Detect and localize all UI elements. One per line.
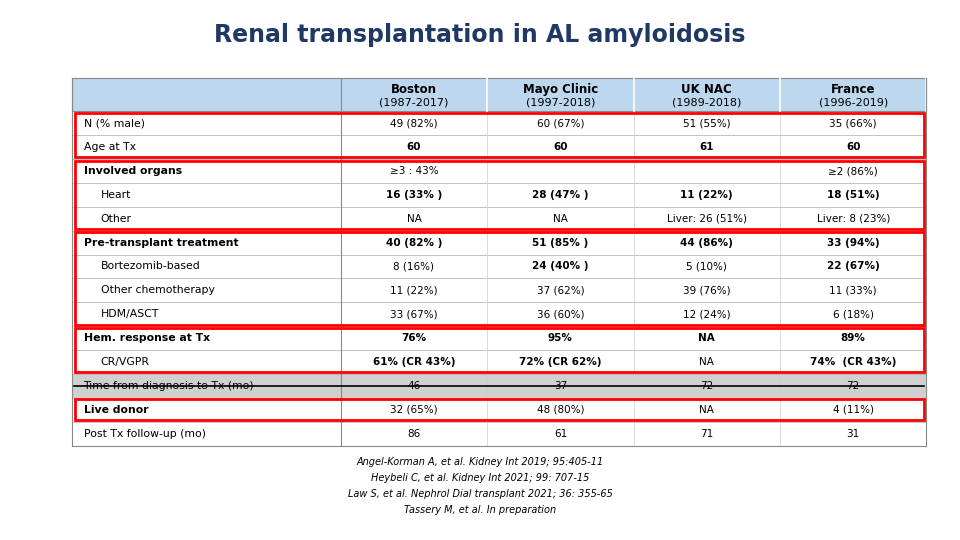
Text: 37 (62%): 37 (62%) <box>537 285 585 295</box>
Text: 4 (11%): 4 (11%) <box>832 404 874 415</box>
Text: CR/VGPR: CR/VGPR <box>101 357 150 367</box>
Text: 31: 31 <box>847 429 860 438</box>
Bar <box>72 231 926 254</box>
Text: 39 (76%): 39 (76%) <box>683 285 731 295</box>
Text: Involved organs: Involved organs <box>84 166 181 176</box>
Text: 11 (22%): 11 (22%) <box>681 190 733 200</box>
Text: 44 (86%): 44 (86%) <box>681 238 733 248</box>
Bar <box>72 78 926 111</box>
Text: Heart: Heart <box>101 190 132 200</box>
Text: 35 (66%): 35 (66%) <box>829 118 877 129</box>
Bar <box>72 207 926 231</box>
Text: Boston: Boston <box>391 83 437 96</box>
Bar <box>72 254 926 279</box>
Bar <box>72 159 926 183</box>
Text: 74%  (CR 43%): 74% (CR 43%) <box>810 357 897 367</box>
Text: ≥2 (86%): ≥2 (86%) <box>828 166 878 176</box>
Text: Tassery M, et al. In preparation: Tassery M, et al. In preparation <box>404 505 556 515</box>
Bar <box>72 374 926 398</box>
Text: 51 (55%): 51 (55%) <box>683 118 731 129</box>
Text: 12 (24%): 12 (24%) <box>683 309 731 319</box>
Text: 8 (16%): 8 (16%) <box>394 261 435 272</box>
Text: (1997-2018): (1997-2018) <box>526 97 595 107</box>
Text: 86: 86 <box>407 429 420 438</box>
Text: Mayo Clinic: Mayo Clinic <box>523 83 598 96</box>
Text: Angel-Korman A, et al. Kidney Int 2019; 95:405-11: Angel-Korman A, et al. Kidney Int 2019; … <box>356 457 604 467</box>
Text: (1987-2017): (1987-2017) <box>379 97 448 107</box>
Bar <box>72 350 926 374</box>
Text: 24 (40% ): 24 (40% ) <box>532 261 588 272</box>
Bar <box>72 279 926 302</box>
Bar <box>72 326 926 350</box>
Text: Other chemotherapy: Other chemotherapy <box>101 285 215 295</box>
Text: 11 (22%): 11 (22%) <box>390 285 438 295</box>
Text: 60: 60 <box>407 142 421 152</box>
Text: NA: NA <box>699 333 715 343</box>
Text: Liver: 26 (51%): Liver: 26 (51%) <box>667 214 747 224</box>
Text: 71: 71 <box>700 429 713 438</box>
Text: 11 (33%): 11 (33%) <box>829 285 877 295</box>
Text: Age at Tx: Age at Tx <box>84 142 135 152</box>
Text: 37: 37 <box>554 381 567 391</box>
Text: Law S, et al. Nephrol Dial transplant 2021; 36: 355-65: Law S, et al. Nephrol Dial transplant 20… <box>348 489 612 499</box>
Text: NA: NA <box>407 214 421 224</box>
Text: 89%: 89% <box>841 333 866 343</box>
Text: 51 (85% ): 51 (85% ) <box>532 238 588 248</box>
Text: 22 (67%): 22 (67%) <box>827 261 879 272</box>
Text: 61: 61 <box>700 142 714 152</box>
Bar <box>72 398 926 422</box>
Text: 95%: 95% <box>548 333 573 343</box>
Text: 16 (33% ): 16 (33% ) <box>386 190 443 200</box>
Text: Bortezomib-based: Bortezomib-based <box>101 261 201 272</box>
Text: (1996-2019): (1996-2019) <box>819 97 888 107</box>
Text: 40 (82% ): 40 (82% ) <box>386 238 443 248</box>
Text: Live donor: Live donor <box>84 404 148 415</box>
Text: HDM/ASCT: HDM/ASCT <box>101 309 159 319</box>
Text: NA: NA <box>553 214 567 224</box>
Text: 61: 61 <box>554 429 567 438</box>
Text: 72% (CR 62%): 72% (CR 62%) <box>519 357 602 367</box>
Text: 6 (18%): 6 (18%) <box>832 309 874 319</box>
Text: 60: 60 <box>846 142 860 152</box>
Text: N (% male): N (% male) <box>84 118 145 129</box>
Text: 18 (51%): 18 (51%) <box>827 190 879 200</box>
Bar <box>72 422 926 446</box>
Text: UK NAC: UK NAC <box>682 83 732 96</box>
Text: 32 (65%): 32 (65%) <box>390 404 438 415</box>
Text: 33 (67%): 33 (67%) <box>390 309 438 319</box>
Text: 60: 60 <box>553 142 567 152</box>
Text: 72: 72 <box>700 381 713 391</box>
Text: 28 (47% ): 28 (47% ) <box>532 190 588 200</box>
Text: 49 (82%): 49 (82%) <box>390 118 438 129</box>
Text: Post Tx follow-up (mo): Post Tx follow-up (mo) <box>84 429 205 438</box>
Bar <box>72 111 926 135</box>
Text: 61% (CR 43%): 61% (CR 43%) <box>372 357 455 367</box>
Text: 60 (67%): 60 (67%) <box>537 118 584 129</box>
Text: 46: 46 <box>407 381 420 391</box>
Text: 76%: 76% <box>401 333 426 343</box>
Text: Heybeli C, et al. Kidney Int 2021; 99: 707-15: Heybeli C, et al. Kidney Int 2021; 99: 7… <box>371 473 589 483</box>
Bar <box>72 302 926 326</box>
Text: NA: NA <box>700 404 714 415</box>
Text: (1989-2018): (1989-2018) <box>672 97 741 107</box>
Text: Renal transplantation in AL amyloidosis: Renal transplantation in AL amyloidosis <box>214 23 746 47</box>
Text: Pre-transplant treatment: Pre-transplant treatment <box>84 238 238 248</box>
Text: 36 (60%): 36 (60%) <box>537 309 584 319</box>
Text: 72: 72 <box>847 381 860 391</box>
Text: Liver: 8 (23%): Liver: 8 (23%) <box>817 214 890 224</box>
Text: ≥3 : 43%: ≥3 : 43% <box>390 166 439 176</box>
Text: 48 (80%): 48 (80%) <box>537 404 584 415</box>
Text: 33 (94%): 33 (94%) <box>827 238 879 248</box>
Text: NA: NA <box>700 357 714 367</box>
Text: Time from diagnosis to Tx (mo): Time from diagnosis to Tx (mo) <box>84 381 254 391</box>
Text: France: France <box>831 83 876 96</box>
Bar <box>72 135 926 159</box>
Bar <box>72 183 926 207</box>
Text: 5 (10%): 5 (10%) <box>686 261 728 272</box>
Text: Other: Other <box>101 214 132 224</box>
Text: Hem. response at Tx: Hem. response at Tx <box>84 333 209 343</box>
